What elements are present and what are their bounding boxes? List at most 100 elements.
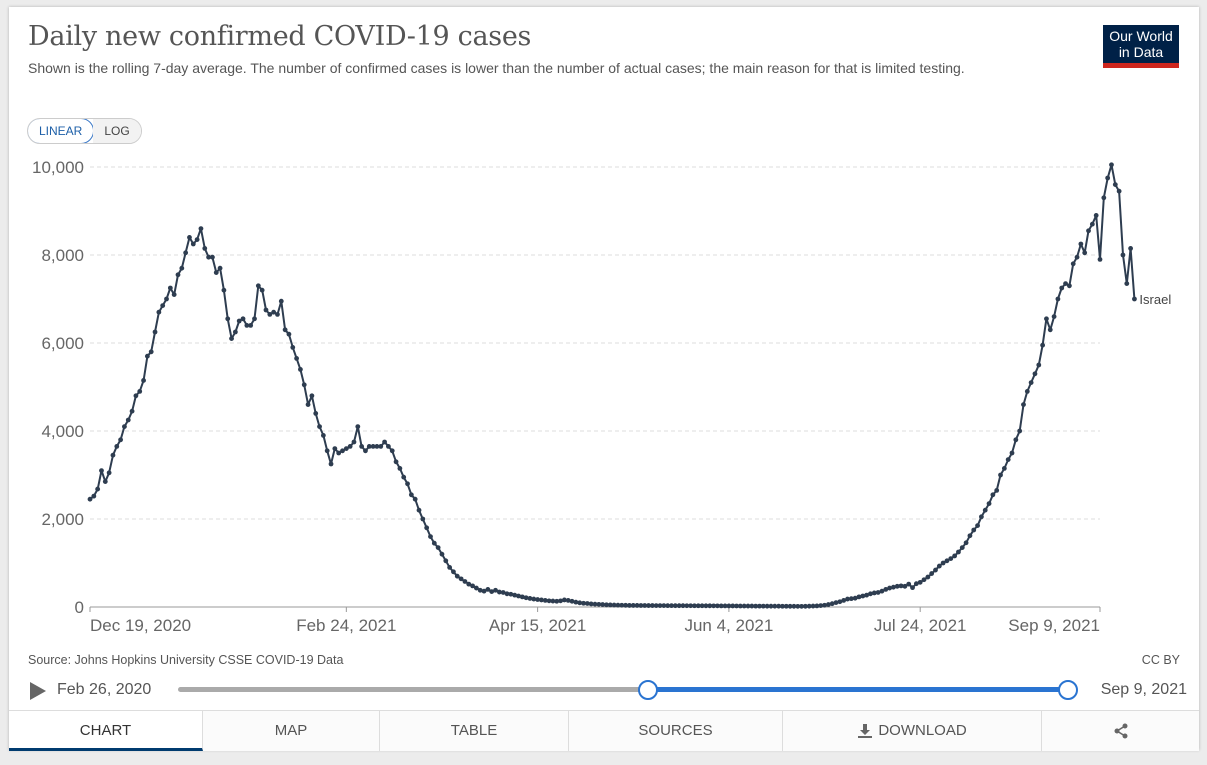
data-point — [466, 581, 472, 587]
data-point — [179, 265, 185, 271]
scale-toggle: LINEAR LOG — [27, 118, 142, 144]
data-point — [772, 603, 778, 609]
data-point — [634, 603, 640, 608]
data-point — [883, 587, 889, 592]
data-point — [753, 603, 759, 609]
data-point — [294, 356, 299, 361]
data-point — [240, 316, 246, 322]
data-point — [1028, 380, 1034, 385]
data-point — [389, 448, 395, 454]
data-point — [1128, 246, 1134, 251]
linear-scale-button[interactable]: LINEAR — [27, 119, 95, 143]
data-point — [994, 488, 1000, 493]
data-point — [412, 496, 418, 502]
data-point — [611, 602, 617, 608]
data-point — [1021, 402, 1026, 407]
data-point — [921, 577, 927, 583]
data-point — [841, 598, 847, 603]
data-point — [386, 444, 391, 449]
data-point — [428, 534, 433, 539]
data-point — [1089, 221, 1095, 227]
data-point — [799, 603, 804, 609]
data-point — [298, 367, 303, 372]
data-point — [144, 353, 150, 359]
data-point — [703, 603, 709, 609]
data-point — [496, 589, 502, 595]
data-point — [1086, 228, 1091, 234]
data-point — [715, 603, 720, 609]
data-point — [906, 581, 912, 587]
data-point — [604, 602, 609, 608]
data-point — [986, 501, 992, 506]
tab-download[interactable]: DOWNLOAD — [783, 711, 1042, 751]
data-point — [248, 323, 254, 328]
data-point — [1112, 182, 1118, 188]
data-point — [929, 571, 935, 576]
license-label[interactable]: CC BY — [1141, 653, 1180, 667]
timeline-start-handle[interactable] — [637, 680, 658, 700]
data-point — [787, 603, 793, 609]
data-point — [967, 533, 973, 539]
data-point — [607, 602, 613, 608]
data-point — [940, 560, 946, 566]
data-point — [558, 598, 563, 604]
data-point — [657, 603, 663, 608]
data-point — [366, 444, 372, 449]
play-icon[interactable] — [30, 682, 46, 700]
data-point — [167, 285, 173, 291]
data-point — [856, 594, 862, 600]
timeline-end-handle[interactable] — [1058, 680, 1078, 700]
data-point — [206, 254, 211, 260]
tab-sources[interactable]: SOURCES — [569, 711, 783, 751]
data-point — [848, 596, 854, 602]
download-label: DOWNLOAD — [878, 722, 967, 739]
data-point — [818, 603, 824, 608]
y-tick-label: 4,000 — [41, 422, 84, 441]
log-scale-button[interactable]: LOG — [93, 119, 141, 143]
data-point — [229, 336, 234, 341]
data-point — [493, 587, 498, 593]
tab-chart[interactable]: CHART — [9, 711, 203, 751]
data-point — [745, 603, 751, 609]
series-label-israel: Israel — [1139, 292, 1171, 307]
data-point — [156, 309, 162, 315]
data-point — [236, 318, 242, 324]
data-point — [232, 329, 238, 335]
timeline-track[interactable] — [178, 680, 1078, 700]
data-point — [431, 540, 437, 546]
data-point — [198, 226, 204, 232]
data-point — [672, 603, 678, 609]
data-point — [340, 448, 345, 454]
data-point — [1001, 466, 1007, 471]
data-point — [963, 540, 969, 546]
data-point — [925, 574, 931, 580]
owid-logo[interactable]: Our World in Data — [1103, 25, 1179, 68]
data-point — [447, 565, 453, 570]
data-point — [757, 603, 762, 609]
data-point — [324, 448, 330, 454]
download-icon — [858, 724, 873, 739]
data-point — [569, 598, 575, 604]
data-point — [175, 272, 181, 278]
y-tick-label: 8,000 — [41, 246, 84, 265]
data-point — [902, 583, 908, 589]
tab-table[interactable]: TABLE — [380, 711, 569, 751]
tab-map[interactable]: MAP — [203, 711, 380, 751]
data-point — [500, 590, 506, 595]
data-point — [737, 603, 743, 609]
data-point — [99, 468, 104, 473]
data-point — [351, 439, 357, 445]
source-note[interactable]: Source: Johns Hopkins University CSSE CO… — [28, 653, 344, 667]
data-point — [485, 587, 491, 592]
data-point — [539, 597, 544, 603]
data-point — [764, 603, 770, 609]
data-point — [210, 254, 215, 260]
tab-share[interactable] — [1042, 711, 1199, 751]
data-point — [416, 507, 422, 513]
data-point — [106, 470, 112, 476]
data-point — [313, 411, 319, 416]
data-point — [516, 593, 521, 599]
data-point — [1074, 254, 1080, 260]
data-point — [936, 563, 942, 569]
logo-line-1: Our World — [1109, 28, 1173, 44]
